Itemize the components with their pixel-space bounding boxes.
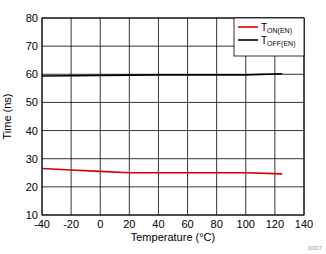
- legend-swatch: [238, 39, 258, 41]
- legend-label: TON(EN): [261, 22, 292, 35]
- plot-frame: [42, 18, 304, 215]
- y-tick-label: 80: [26, 12, 38, 24]
- y-tick-label: 50: [26, 96, 38, 108]
- grid-line: [187, 18, 188, 215]
- x-tick-label: 20: [123, 218, 135, 230]
- y-tick-label: 30: [26, 153, 38, 165]
- grid-line: [42, 102, 304, 103]
- grid-line: [129, 18, 130, 215]
- grid-line: [71, 18, 72, 215]
- series-line: [42, 74, 282, 76]
- x-tick-label: 140: [295, 218, 313, 230]
- grid-line: [42, 158, 304, 159]
- x-tick-label: 100: [237, 218, 255, 230]
- x-tick-label: -40: [34, 218, 50, 230]
- grid-line: [42, 186, 304, 187]
- x-tick-label: 120: [266, 218, 284, 230]
- y-tick-label: 60: [26, 68, 38, 80]
- grid-line: [42, 130, 304, 131]
- x-tick-label: 0: [97, 218, 103, 230]
- x-tick-label: 80: [211, 218, 223, 230]
- legend-swatch: [238, 26, 258, 28]
- x-tick-label: -20: [63, 218, 79, 230]
- y-tick-label: 70: [26, 40, 38, 52]
- y-tick-label: 40: [26, 125, 38, 137]
- legend-label-sub: OFF(EN): [267, 40, 295, 48]
- legend-box: [234, 18, 304, 56]
- annotation: D007: [308, 245, 323, 251]
- grid-line: [158, 18, 159, 215]
- legend-label: TOFF(EN): [261, 35, 296, 48]
- x-tick-label: 60: [181, 218, 193, 230]
- grid-line: [100, 18, 101, 215]
- grid-line: [216, 18, 217, 215]
- y-tick-label: 20: [26, 181, 38, 193]
- y-axis-label: Time (ns): [1, 93, 13, 139]
- legend-label-sub: ON(EN): [267, 27, 292, 35]
- series-line: [42, 169, 282, 174]
- x-axis-label: Temperature (°C): [131, 231, 215, 243]
- series-group: [42, 74, 282, 174]
- x-tick-label: 40: [152, 218, 164, 230]
- chart: 1020304050607080-40-20020406080100120140…: [0, 0, 326, 254]
